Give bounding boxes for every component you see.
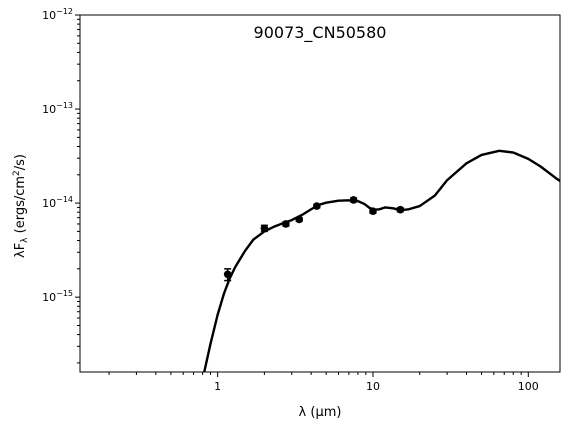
y-tick-label: 10−13 (42, 101, 73, 116)
y-axis-label-sub: λ (20, 237, 30, 243)
x-axis-label: λ (μm) (299, 405, 342, 420)
x-axis-ticks: 1 10 100 (108, 372, 539, 393)
y-tick-label: 10−12 (42, 7, 73, 22)
data-point (349, 196, 358, 204)
y-axis-label-sup: 2 (12, 170, 22, 176)
y-axis-label: λFλ (ergs/cm2/s) (12, 154, 30, 258)
x-tick-label: 100 (518, 380, 539, 393)
data-marker (396, 205, 405, 214)
y-axis-label-tail: /s) (13, 154, 28, 170)
data-point (396, 205, 405, 214)
chart-title: 90073_CN50580 (254, 23, 387, 43)
y-axis-label-lead: λF (13, 243, 28, 258)
data-marker (313, 202, 321, 210)
data-point (313, 202, 321, 210)
y-tick-label: 10−14 (42, 195, 73, 210)
model-curve-layer (203, 149, 560, 372)
data-point (295, 215, 303, 224)
data-points-layer (223, 196, 405, 282)
data-marker (260, 224, 269, 233)
x-tick-label: 1 (214, 380, 221, 393)
data-point (369, 207, 377, 216)
y-axis-label-mid: (ergs/cm (13, 176, 28, 238)
plot-frame (79, 14, 561, 373)
data-point (223, 268, 232, 282)
data-marker (295, 215, 303, 224)
model-sed-curve (203, 149, 560, 372)
y-axis-ticks: 10−15 10−14 10−13 10−12 (42, 7, 80, 364)
data-marker (369, 207, 377, 216)
data-point (282, 220, 290, 228)
data-marker (282, 220, 290, 228)
y-tick-label: 10−15 (42, 289, 73, 304)
x-tick-label: 10 (366, 380, 380, 393)
data-marker (349, 196, 358, 204)
data-marker (223, 270, 232, 279)
data-point (260, 224, 269, 233)
